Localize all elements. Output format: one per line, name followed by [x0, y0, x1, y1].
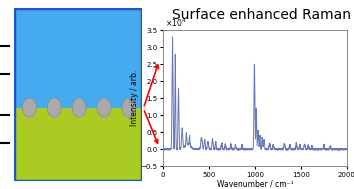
- Circle shape: [22, 98, 36, 117]
- FancyArrowPatch shape: [144, 65, 158, 106]
- X-axis label: Wavenumber / cm⁻¹: Wavenumber / cm⁻¹: [217, 179, 293, 188]
- Text: Surface enhanced Raman: Surface enhanced Raman: [172, 8, 352, 22]
- FancyArrowPatch shape: [144, 111, 158, 143]
- Text: $\times10^4$: $\times10^4$: [165, 16, 186, 29]
- Bar: [14, 108, 142, 181]
- Circle shape: [47, 98, 61, 117]
- Bar: [14, 8, 142, 108]
- Circle shape: [97, 98, 111, 117]
- Circle shape: [72, 98, 86, 117]
- Circle shape: [122, 98, 136, 117]
- Y-axis label: Intensity / arb.: Intensity / arb.: [130, 70, 139, 126]
